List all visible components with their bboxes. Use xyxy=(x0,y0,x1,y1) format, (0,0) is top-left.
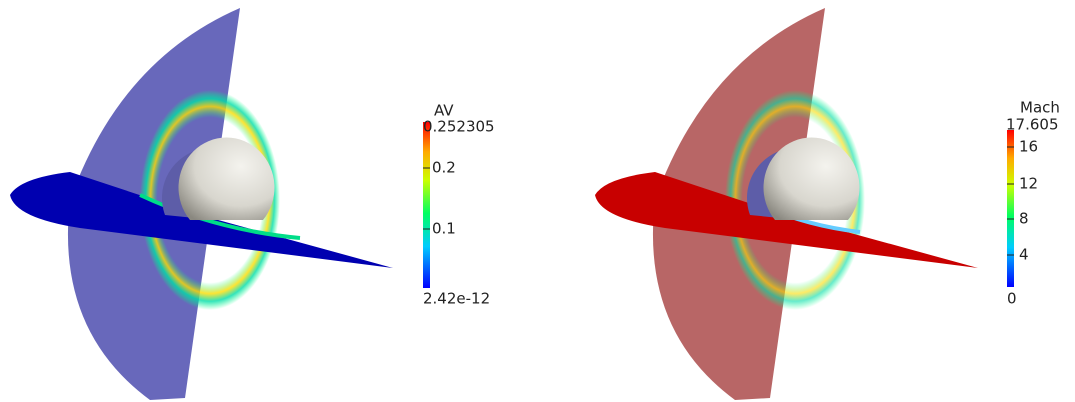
page: AV 0.252305 0.2 0.1 2.42e-12 Mach 17.605… xyxy=(0,0,1075,402)
panel-mach: Mach 17.605 16 12 8 4 0 xyxy=(595,8,1060,400)
render-view: AV 0.252305 0.2 0.1 2.42e-12 Mach 17.605… xyxy=(0,0,1075,402)
colorbar-min: 0 xyxy=(1007,290,1017,308)
colorbar-min: 2.42e-12 xyxy=(423,290,490,308)
colorbar-title: Mach xyxy=(1020,99,1060,117)
panel-av: AV 0.252305 0.2 0.1 2.42e-12 xyxy=(10,8,495,400)
colorbar-tick-label: 0.2 xyxy=(432,159,456,177)
colorbar-tick-label: 4 xyxy=(1019,246,1029,264)
colorbar-tick-label: 0.1 xyxy=(432,220,456,238)
colorbar-tick-label: 16 xyxy=(1019,138,1038,156)
colorbar xyxy=(1007,130,1014,287)
colorbar-max: 0.252305 xyxy=(423,118,495,136)
colorbar-max: 17.605 xyxy=(1006,116,1059,134)
colorbar-tick-label: 12 xyxy=(1019,175,1038,193)
colorbar-tick-label: 8 xyxy=(1019,210,1029,228)
colorbar xyxy=(423,122,430,288)
